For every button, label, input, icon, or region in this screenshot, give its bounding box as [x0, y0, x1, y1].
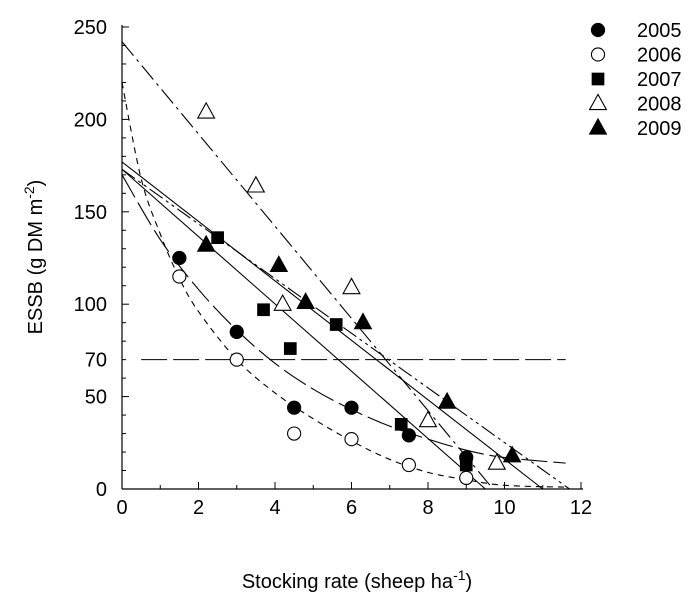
- point-2009: [296, 292, 315, 309]
- x-tick-label: 4: [269, 497, 280, 519]
- fit-lines: [121, 41, 570, 490]
- point-2007: [394, 417, 408, 431]
- fit-line-2007: [121, 168, 486, 490]
- point-2006: [172, 269, 187, 284]
- legend-marker-2008: [588, 93, 608, 111]
- legend-label-2009: 2009: [637, 118, 682, 140]
- y-tick-label: 70: [85, 350, 107, 372]
- x-tick-label: 8: [422, 497, 433, 519]
- point-2005: [401, 428, 416, 443]
- point-2006: [459, 470, 474, 486]
- point-2005: [287, 400, 302, 415]
- point-2005: [229, 324, 244, 340]
- axes: 0 2 4 6 8 10 12 0 50 70 100 150 200 250: [74, 17, 593, 519]
- point-2007: [329, 318, 343, 331]
- point-2007: [283, 342, 297, 355]
- y-tick-label: 100: [74, 294, 107, 316]
- point-2005: [172, 250, 187, 266]
- point-2009: [353, 312, 373, 330]
- point-2008: [342, 277, 361, 295]
- point-2009: [502, 445, 522, 463]
- point-2008: [246, 175, 266, 193]
- y-tick-label: 0: [96, 479, 107, 501]
- y-tick-label: 250: [74, 17, 107, 39]
- y-axis-title: ESSB (g DM m-2): [21, 180, 47, 335]
- legend-marker-2009: [588, 117, 608, 135]
- y-tick-label: 200: [74, 109, 107, 131]
- point-2006: [401, 457, 416, 473]
- x-axis-title: Stocking rate (sheep ha-1): [242, 567, 472, 593]
- fit-line-2008: [121, 41, 494, 490]
- legend-label-2006: 2006: [637, 45, 682, 67]
- point-2006: [287, 426, 302, 441]
- x-tick-label: 2: [193, 497, 204, 519]
- point-2009: [437, 391, 457, 409]
- legend-label-2005: 2005: [637, 20, 682, 42]
- x-tick-label: 0: [116, 497, 127, 519]
- point-2006: [344, 431, 359, 447]
- point-2007: [211, 231, 224, 245]
- legend-label-2007: 2007: [637, 69, 682, 91]
- legend-marker-2005: [590, 22, 606, 38]
- point-2008: [418, 410, 438, 428]
- point-2008: [487, 452, 507, 470]
- point-2009: [269, 255, 289, 273]
- fit-line-2009: [121, 168, 570, 490]
- fit-line-2005: [121, 174, 566, 464]
- legend-marker-2007: [591, 72, 605, 86]
- x-tick-label: 12: [570, 497, 592, 519]
- point-2006: [229, 352, 244, 367]
- point-2009: [196, 234, 216, 252]
- point-2005: [344, 400, 359, 415]
- point-2007: [257, 303, 270, 317]
- y-tick-label: 150: [74, 202, 107, 224]
- legend-label-2008: 2008: [637, 94, 682, 116]
- fit-line-2006: [121, 82, 566, 488]
- point-2007: [459, 458, 473, 472]
- point-2008: [196, 101, 216, 119]
- data-points: [172, 101, 522, 486]
- x-tick-label: 6: [346, 497, 357, 519]
- legend-marker-2006: [590, 47, 606, 62]
- x-tick-label: 10: [493, 497, 515, 519]
- point-2008: [273, 293, 292, 311]
- y-tick-label: 50: [85, 387, 107, 409]
